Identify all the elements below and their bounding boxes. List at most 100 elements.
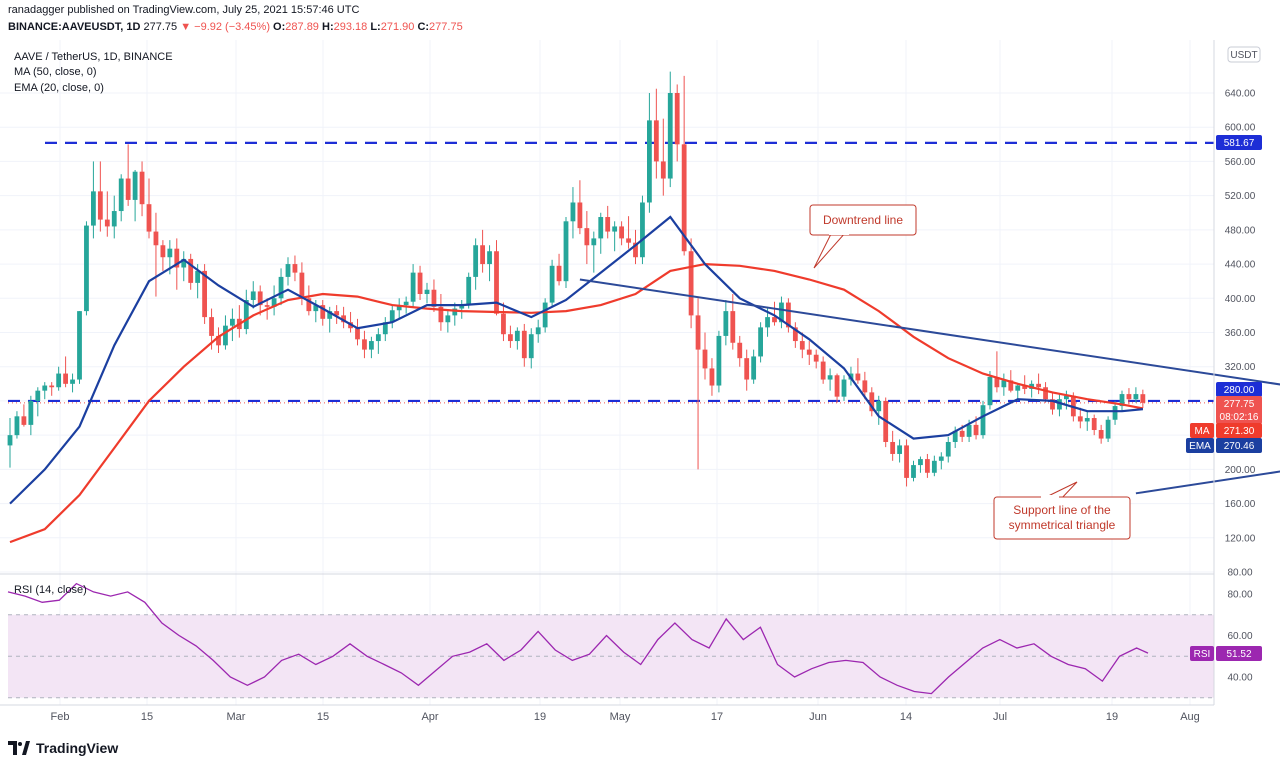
candle-body: [1050, 399, 1055, 410]
legend-ema[interactable]: EMA (20, close, 0): [14, 82, 104, 94]
candle-body: [243, 299, 249, 330]
time-tick-label: Aug: [1180, 711, 1200, 723]
candle-body: [70, 379, 75, 384]
candle-body: [890, 441, 896, 454]
candle-body: [146, 204, 152, 232]
price-axis[interactable]: 6640.00600.00560.00520.00480.00440.00400…: [1225, 53, 1256, 579]
time-tick-label: 14: [900, 711, 912, 723]
candle-body: [375, 334, 381, 342]
candle-body: [230, 318, 235, 326]
candle-body: [716, 335, 722, 386]
candle-body: [931, 460, 937, 473]
candle-body: [278, 276, 284, 299]
candle-body: [216, 335, 221, 346]
candle-body: [473, 245, 479, 277]
candle-body: [952, 430, 958, 442]
downtrend-callout-box: [809, 204, 917, 236]
price-chart[interactable]: 6640.00600.00560.00520.00480.00440.00400…: [0, 40, 1280, 735]
candle-body: [271, 298, 277, 307]
legend-ma[interactable]: MA (50, close, 0): [14, 66, 97, 78]
candle-body: [591, 238, 597, 246]
time-tick-label: Feb: [51, 711, 70, 723]
support-label-line1: Support line of the: [1013, 503, 1111, 517]
candle-body: [1084, 418, 1090, 422]
support-callout: Support line of the symmetrical triangle: [993, 481, 1131, 540]
price-tick-label: 80.00: [1227, 568, 1252, 579]
candle-body: [111, 211, 117, 227]
candle-body: [556, 265, 562, 282]
candle-body: [667, 93, 673, 179]
candle-body: [820, 361, 826, 380]
candle-body: [605, 217, 611, 232]
candle-body: [911, 465, 916, 478]
candle-body: [925, 459, 930, 473]
candle-body: [355, 328, 360, 340]
price-tick-label: 640.00: [1225, 89, 1256, 100]
candle-body: [855, 373, 861, 381]
candle-body: [410, 272, 416, 302]
downtrend-callout: Downtrend line: [809, 204, 917, 269]
candle-body: [1133, 394, 1139, 400]
currency-box[interactable]: [1227, 46, 1261, 63]
time-tick-label: Mar: [227, 711, 246, 723]
rsi-name-badge: [1190, 646, 1214, 661]
candle-body: [938, 456, 944, 461]
candle-body: [688, 251, 694, 316]
price-tick-label: 160.00: [1225, 499, 1256, 510]
candle-body: [841, 379, 847, 397]
candle-body: [758, 327, 763, 357]
candle-body: [49, 385, 55, 388]
o-label: O:: [273, 21, 286, 33]
time-axis[interactable]: Feb 15 Mar 15 Apr 19 May 17 Jun 14 Jul 19 Aug: [51, 711, 1200, 723]
price-tick-label: 440.00: [1225, 260, 1256, 271]
candle-body: [250, 291, 256, 300]
candle-body: [313, 305, 319, 312]
candle-body: [1022, 385, 1028, 389]
candle-body: [104, 219, 110, 227]
candle-body: [869, 392, 875, 412]
candle-body: [21, 416, 27, 425]
candle-body: [1064, 395, 1069, 400]
resistance-badge: [1216, 135, 1262, 150]
candle-body: [660, 161, 666, 179]
candle-body: [695, 315, 701, 350]
ma-value: 271.30: [1224, 426, 1255, 437]
support-callout-patch: [1041, 495, 1059, 499]
h-label: H:: [322, 21, 334, 33]
candle-body: [480, 245, 485, 265]
candle-body: [994, 376, 1000, 388]
last-price-badge: [1216, 396, 1262, 424]
time-tick-label: Jun: [809, 711, 827, 723]
tradingview-logo[interactable]: TradingView: [8, 740, 118, 756]
legend-title: AAVE / TetherUS, 1D, BINANCE: [14, 51, 173, 63]
candle-body: [737, 342, 743, 359]
candle-body: [382, 322, 388, 335]
candle-body: [598, 217, 604, 239]
candle-body: [779, 302, 784, 323]
candle-body: [1119, 394, 1125, 407]
legend-rsi[interactable]: RSI (14, close): [14, 584, 87, 596]
candle-body: [827, 375, 833, 380]
candle-body: [528, 334, 534, 359]
grid: [0, 40, 1214, 705]
last-price-value: 277.75: [1224, 399, 1255, 410]
candle-body: [97, 191, 103, 220]
candle-body: [223, 325, 228, 346]
candle-body: [876, 400, 882, 412]
ema-name-badge: [1186, 438, 1214, 453]
candle-body: [452, 308, 458, 316]
candle-body: [521, 330, 527, 359]
candle-body: [945, 441, 951, 457]
candle-body: [153, 231, 159, 246]
axis-badges: 581.67 280.00 277.75 08:02:16 MA 271.30 …: [1186, 135, 1262, 661]
candle-body: [209, 317, 214, 336]
candle-body: [292, 264, 298, 273]
candle-body: [765, 317, 770, 328]
ema-value-badge: [1216, 438, 1262, 453]
candle-body: [7, 435, 13, 446]
candle-body: [63, 373, 68, 384]
rsi-axis[interactable]: 80.00 60.00 40.00: [1227, 590, 1252, 684]
time-tick-label: 19: [1106, 711, 1118, 723]
candle-body: [1015, 385, 1021, 391]
ma50-line: [9, 262, 1144, 544]
